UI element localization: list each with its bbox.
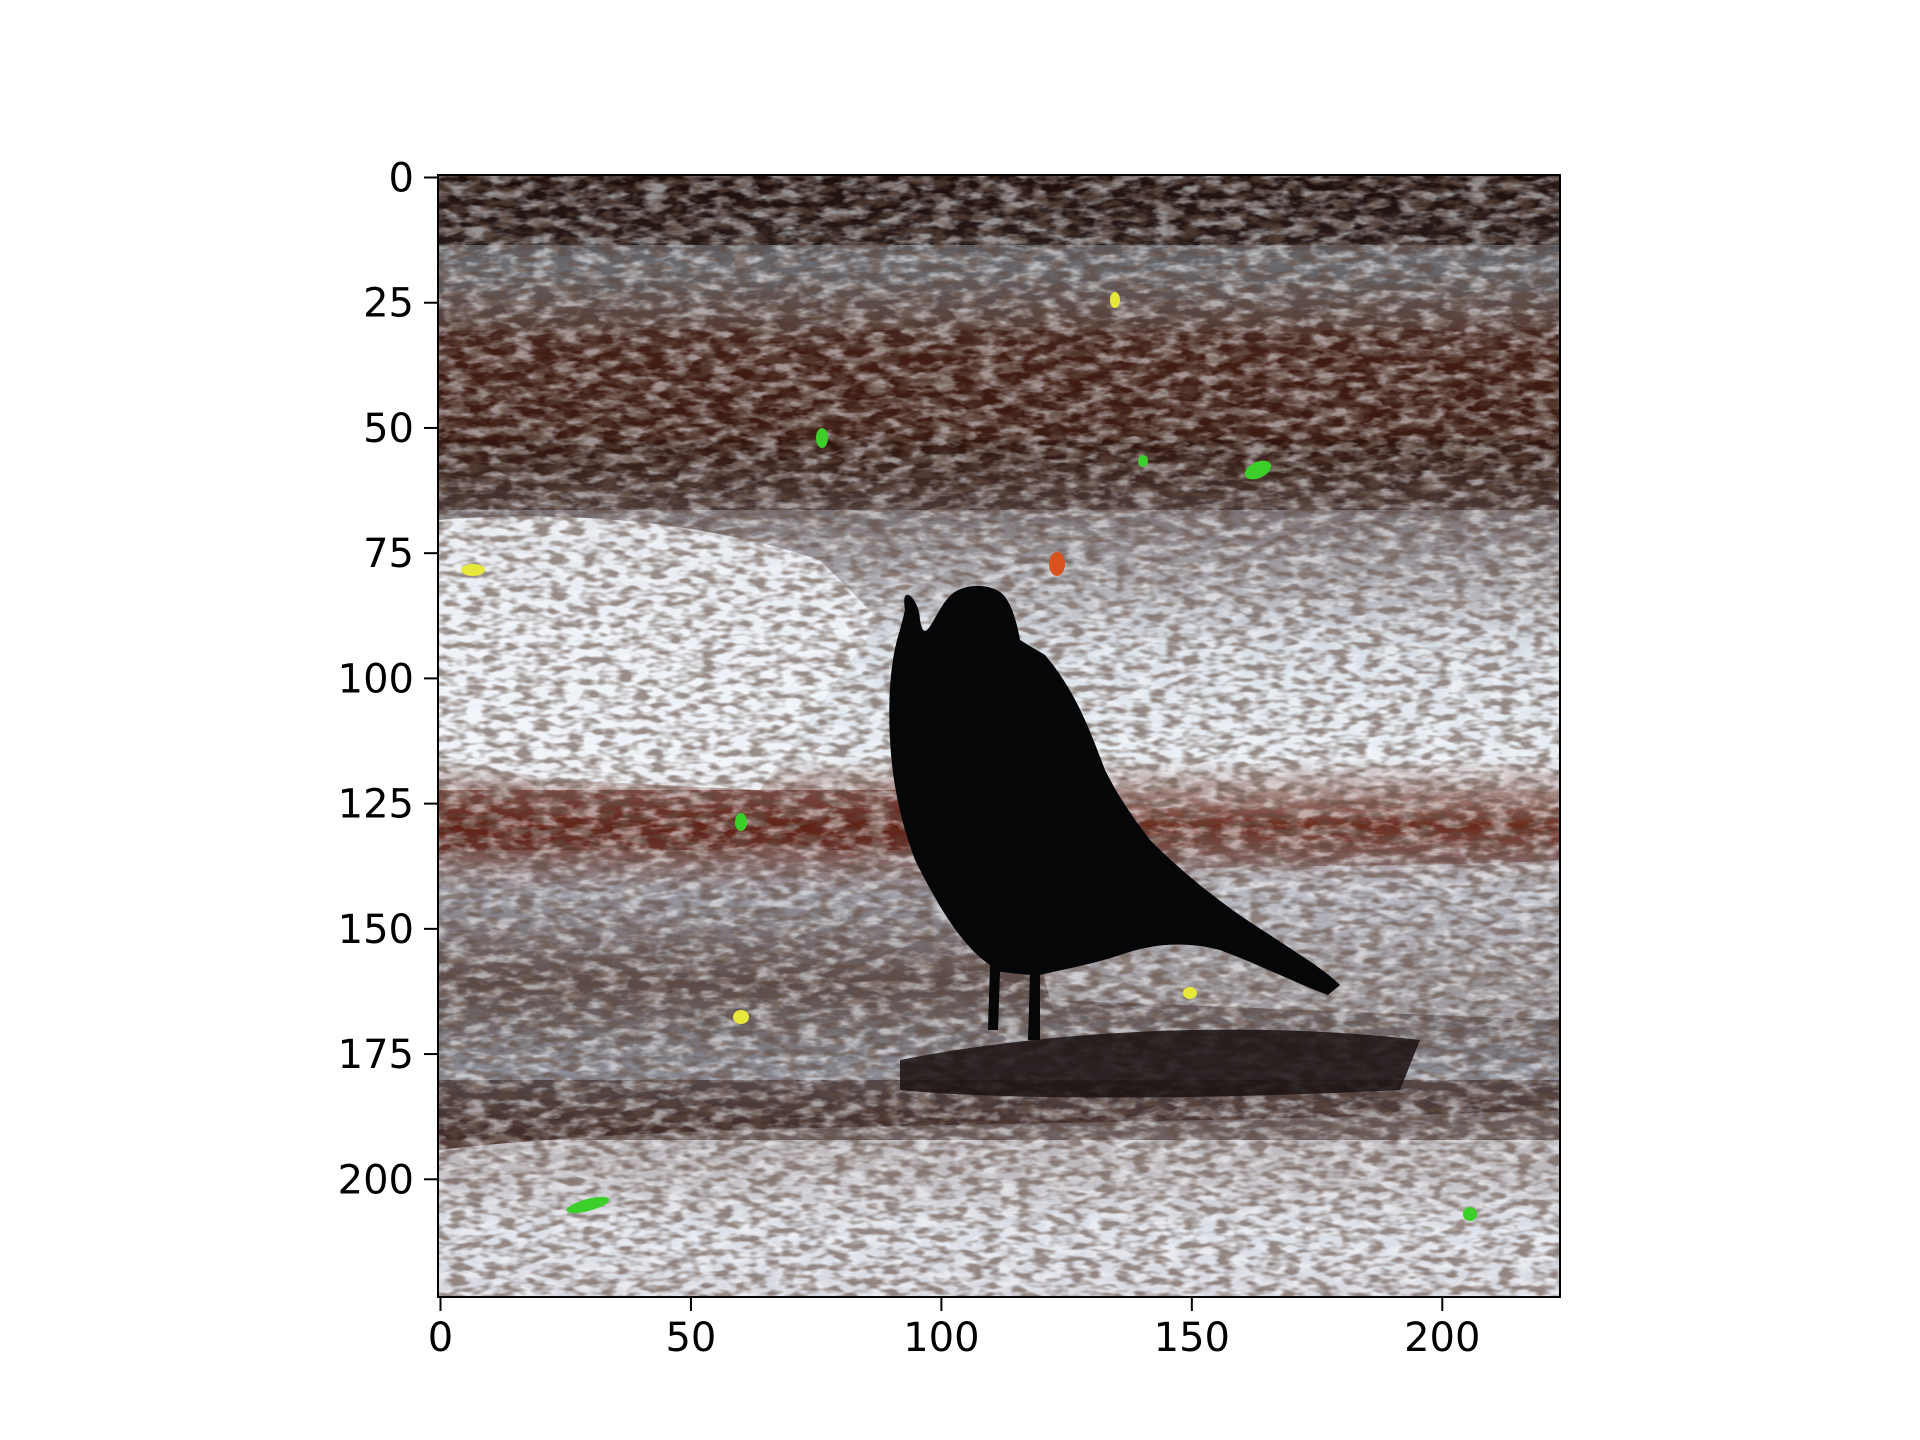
y-axis: 0 25 50 75 100 125 150 175 200 bbox=[338, 156, 438, 1203]
y-tick-label: 125 bbox=[338, 782, 414, 828]
x-tick-label: 200 bbox=[1404, 1315, 1480, 1361]
x-tick-label: 150 bbox=[1154, 1315, 1230, 1361]
y-tick-label: 0 bbox=[389, 156, 414, 202]
photo-image bbox=[438, 175, 1560, 1297]
y-tick-label: 75 bbox=[363, 531, 414, 577]
y-tick-label: 175 bbox=[338, 1032, 414, 1078]
x-tick-label: 0 bbox=[428, 1315, 453, 1361]
x-tick-label: 100 bbox=[903, 1315, 979, 1361]
y-tick-label: 25 bbox=[363, 281, 414, 327]
y-tick-label: 100 bbox=[338, 656, 414, 702]
y-tick-label: 50 bbox=[363, 406, 414, 452]
y-tick-label: 200 bbox=[338, 1157, 414, 1203]
axes-frame bbox=[437, 174, 1561, 1298]
x-tick-label: 50 bbox=[665, 1315, 716, 1361]
x-axis: 0 50 100 150 200 bbox=[428, 1297, 1480, 1361]
y-tick-label: 150 bbox=[338, 907, 414, 953]
bird-silhouette bbox=[889, 585, 1340, 1040]
